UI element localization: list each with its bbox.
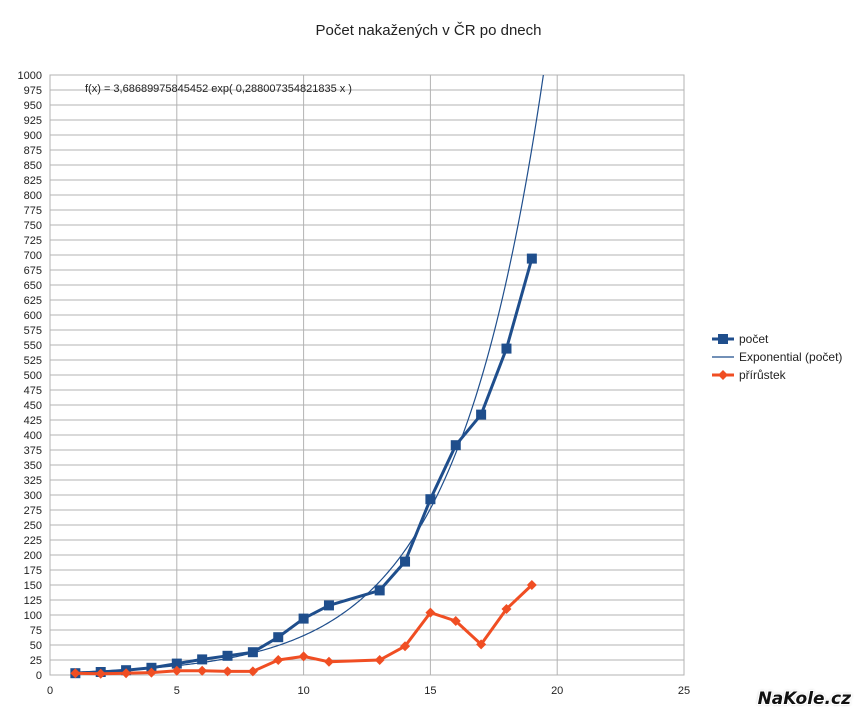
data-point-1 [273, 632, 284, 643]
data-point-1 [450, 440, 461, 451]
watermark-logo: NaKole.cz [757, 689, 851, 709]
trendline-exponential [75, 75, 544, 673]
y-tick-label: 450 [24, 400, 42, 412]
y-tick-label: 375 [24, 445, 42, 457]
x-tick-label: 20 [551, 685, 563, 697]
y-tick-label: 650 [24, 280, 42, 292]
y-tick-label: 625 [24, 295, 42, 307]
y-tick-label: 325 [24, 475, 42, 487]
chart-title: Počet nakažených v ČR po dnech [315, 22, 542, 39]
data-point-2 [526, 580, 537, 590]
y-tick-label: 475 [24, 385, 42, 397]
x-tick-label: 25 [678, 685, 690, 697]
data-point-2 [323, 656, 334, 667]
y-tick-label: 825 [24, 175, 42, 187]
y-tick-label: 350 [24, 460, 42, 472]
data-point-2 [400, 641, 411, 652]
plot-frame [49, 74, 685, 676]
data-point-1 [323, 600, 334, 611]
y-tick-label: 500 [24, 370, 42, 382]
data-point-1 [400, 556, 411, 567]
y-tick-label: 425 [24, 415, 42, 427]
y-tick-label: 850 [24, 160, 42, 172]
x-tick-label: 10 [297, 685, 309, 697]
data-point-2 [222, 666, 233, 677]
data-point-1 [526, 253, 537, 264]
y-tick-label: 150 [24, 580, 42, 592]
y-tick-label: 1000 [18, 70, 42, 82]
trendline-equation: f(x) = 3,68689975845452 exp( 0,288007354… [85, 83, 352, 95]
y-tick-label: 50 [30, 640, 42, 652]
y-tick-label: 975 [24, 85, 42, 97]
y-tick-label: 75 [30, 625, 42, 637]
data-point-2 [374, 655, 385, 665]
data-point-1 [197, 654, 208, 665]
y-tick-label: 675 [24, 265, 42, 277]
data-point-1 [171, 658, 182, 669]
data-point-2 [501, 604, 512, 614]
data-point-2 [95, 668, 106, 679]
data-point-2 [450, 616, 461, 626]
data-point-2 [247, 666, 258, 677]
x-tick-label: 15 [424, 685, 436, 697]
y-tick-label: 175 [24, 565, 42, 577]
data-point-1 [298, 613, 309, 624]
data-point-2 [298, 651, 309, 662]
data-point-2 [197, 665, 208, 676]
y-tick-label: 200 [24, 550, 42, 562]
data-point-2 [425, 607, 436, 618]
legend-label: počet [739, 332, 769, 346]
legend-marker [718, 370, 728, 380]
y-tick-label: 600 [24, 310, 42, 322]
data-point-2 [273, 655, 284, 665]
data-point-1 [247, 647, 258, 658]
y-tick-label: 900 [24, 130, 42, 142]
y-tick-label: 300 [24, 490, 42, 502]
y-tick-label: 550 [24, 340, 42, 352]
y-tick-label: 525 [24, 355, 42, 367]
legend-label: přírůstek [739, 368, 787, 382]
data-point-2 [70, 668, 81, 679]
y-tick-label: 275 [24, 505, 42, 517]
y-tick-label: 925 [24, 115, 42, 127]
y-tick-label: 225 [24, 535, 42, 547]
x-tick-label: 5 [174, 685, 180, 697]
data-point-2 [476, 639, 487, 650]
y-tick-label: 25 [30, 655, 42, 667]
y-tick-label: 750 [24, 220, 42, 232]
y-tick-label: 700 [24, 250, 42, 262]
y-tick-label: 575 [24, 325, 42, 337]
y-tick-label: 950 [24, 100, 42, 112]
data-point-1 [501, 343, 512, 354]
y-tick-label: 775 [24, 205, 42, 217]
y-tick-label: 400 [24, 430, 42, 442]
x-tick-label: 0 [47, 685, 53, 697]
data-point-2 [121, 668, 132, 679]
y-tick-label: 250 [24, 520, 42, 532]
y-tick-label: 875 [24, 145, 42, 157]
legend-label: Exponential (počet) [739, 350, 842, 364]
y-tick-label: 800 [24, 190, 42, 202]
data-point-2 [171, 665, 182, 676]
data-point-1 [374, 585, 385, 596]
legend-marker [718, 334, 728, 344]
data-point-1 [425, 494, 436, 505]
y-tick-label: 725 [24, 235, 42, 247]
data-point-2 [146, 667, 157, 678]
y-tick-label: 100 [24, 610, 42, 622]
y-tick-label: 125 [24, 595, 42, 607]
data-point-1 [476, 409, 487, 420]
y-tick-label: 0 [36, 670, 42, 682]
data-point-1 [222, 650, 233, 661]
